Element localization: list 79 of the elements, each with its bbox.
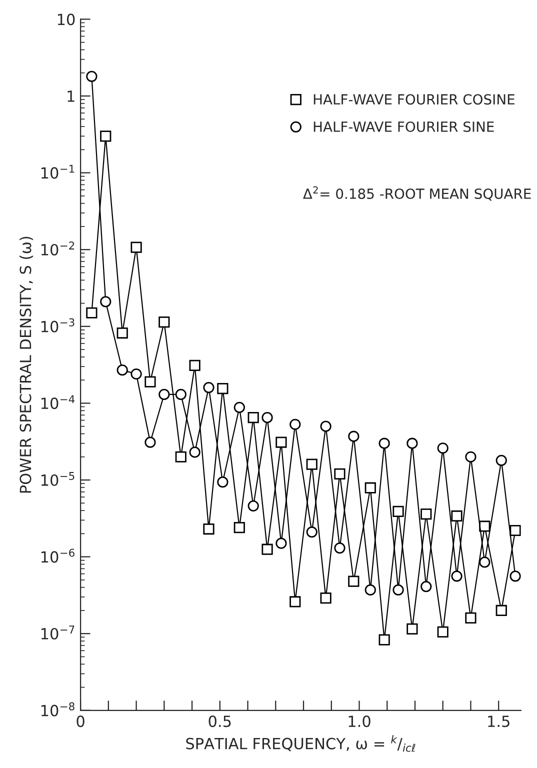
point	[290, 418, 301, 430]
point	[364, 584, 376, 596]
point	[364, 482, 376, 494]
point	[437, 442, 448, 454]
y-tick-label: 10	[58, 14, 75, 26]
point	[158, 388, 170, 400]
point	[100, 130, 112, 142]
point	[189, 446, 200, 458]
point	[203, 523, 214, 535]
point	[130, 242, 142, 253]
point	[320, 420, 332, 432]
point	[276, 436, 287, 448]
point	[420, 580, 432, 592]
point	[465, 451, 476, 462]
annotation: Δ$^{2}$= 0.185 -ROOT MEAN SQUARE	[303, 186, 531, 201]
point	[144, 376, 156, 388]
point	[100, 296, 112, 308]
point	[203, 382, 214, 394]
y-tick-label: 10$^{−5}$	[41, 472, 74, 486]
point	[451, 510, 462, 522]
point	[189, 360, 200, 372]
point	[306, 526, 318, 538]
y-tick-label: 10$^{−7}$	[41, 626, 74, 640]
point	[510, 524, 521, 536]
point	[175, 451, 186, 462]
point	[116, 364, 128, 376]
point	[496, 604, 507, 616]
point	[86, 307, 98, 318]
point	[320, 592, 332, 604]
point	[348, 430, 360, 442]
point	[392, 584, 404, 596]
point	[420, 508, 432, 520]
point	[479, 556, 490, 568]
point	[130, 368, 142, 380]
point	[378, 438, 390, 449]
point	[496, 454, 507, 466]
y-tick-label: 10$^{−3}$	[41, 318, 74, 332]
point	[306, 458, 318, 470]
point	[262, 544, 273, 555]
point	[334, 468, 346, 480]
point	[86, 70, 98, 82]
y-tick-label: 10$^{−2}$	[41, 242, 74, 256]
point	[378, 634, 390, 646]
point	[262, 412, 273, 424]
x-tick-label: 1.0	[348, 716, 370, 728]
point	[276, 538, 287, 549]
point	[437, 626, 448, 638]
legend-label: HALF-WAVE FOURIER COSINE	[314, 94, 514, 105]
point	[348, 576, 360, 587]
point	[158, 316, 170, 328]
point	[510, 570, 521, 582]
point	[406, 438, 418, 449]
point	[392, 506, 404, 517]
point	[217, 476, 228, 488]
point	[217, 383, 228, 394]
y-tick-label: 1	[68, 90, 74, 102]
x-axis-title: SPATIAL FREQUENCY, ω = $^{k}$/$_{icℓ}$	[186, 735, 416, 752]
y-tick-label: 10$^{−1}$	[41, 164, 74, 179]
point	[290, 596, 301, 608]
x-tick-label: 0.5	[208, 716, 231, 728]
point	[234, 522, 245, 534]
legend-label: HALF-WAVE FOURIER SINE	[314, 121, 494, 132]
point	[175, 388, 186, 400]
point	[234, 402, 245, 414]
point	[248, 500, 259, 512]
point	[116, 327, 128, 339]
point	[465, 612, 476, 624]
x-tick-label: 0	[76, 716, 84, 728]
point	[144, 436, 156, 448]
point	[451, 570, 462, 582]
point	[248, 412, 259, 424]
y-tick-label: 10$^{−8}$	[41, 702, 74, 716]
point	[334, 542, 346, 554]
point	[479, 520, 490, 532]
point	[406, 623, 418, 634]
y-axis-title: POWER SPECTRAL DENSITY, S (ω)	[19, 236, 34, 493]
y-tick-label: 10$^{−4}$	[41, 395, 75, 410]
y-tick-label: 10$^{−6}$	[41, 548, 74, 563]
x-tick-label: 1.5	[488, 716, 510, 728]
